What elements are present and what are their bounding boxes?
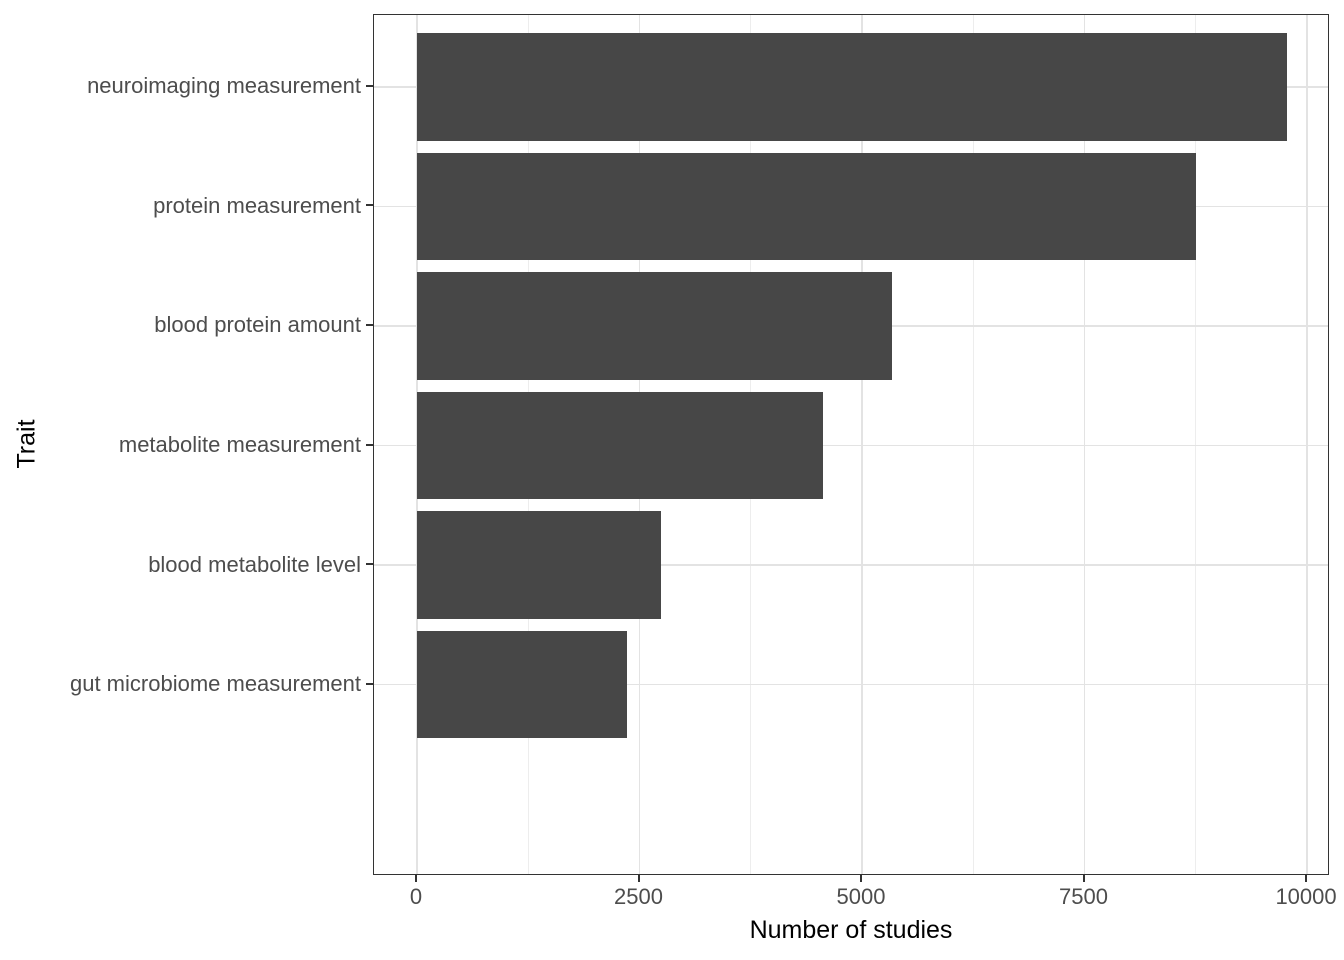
y-tick-protein-measurement	[366, 204, 373, 207]
x-tick-label-2500: 2500	[614, 884, 663, 909]
y-category-label-neuroimaging-measurement: neuroimaging measurement	[87, 73, 361, 99]
y-category-label-blood-metabolite-level: blood metabolite level	[148, 551, 361, 577]
minor-gridline-x-6250	[972, 15, 974, 874]
plot-area	[374, 15, 1328, 874]
y-tick-gut-microbiome-measurement	[366, 682, 373, 685]
x-tick-label-5000: 5000	[836, 884, 886, 909]
x-tick-7500	[1082, 875, 1085, 882]
bar-protein-measurement	[416, 152, 1196, 261]
bar-blood-protein-amount	[416, 272, 893, 380]
bar-metabolite-measurement	[416, 391, 823, 500]
y-category-label-protein-measurement: protein measurement	[153, 192, 361, 218]
x-tick-0	[414, 875, 417, 882]
y-category-label-gut-microbiome-measurement: gut microbiome measurement	[69, 671, 361, 697]
major-gridline-x-10000	[1306, 15, 1308, 874]
bar-blood-metabolite-level	[416, 511, 661, 619]
plot-panel	[373, 14, 1329, 875]
major-gridline-y-gut-microbiome-measurement	[374, 683, 1328, 686]
major-gridline-x-7500	[1083, 15, 1086, 874]
x-tick-5000	[860, 875, 862, 882]
major-gridline-y-blood-metabolite-level	[374, 564, 1328, 566]
bar-gut-microbiome-measurement	[416, 630, 628, 739]
y-tick-blood-metabolite-level	[366, 563, 373, 566]
major-gridline-y-metabolite-measurement	[374, 444, 1328, 447]
x-tick-10000	[1305, 875, 1308, 882]
y-category-label-metabolite-measurement: metabolite measurement	[118, 432, 361, 457]
x-axis-title: Number of studies	[749, 916, 953, 944]
y-tick-blood-protein-amount	[366, 323, 373, 326]
major-gridline-x-5000	[861, 15, 863, 874]
x-tick-label-7500: 7500	[1059, 884, 1108, 909]
y-axis-title: Trait	[12, 419, 41, 469]
x-tick-label-0: 0	[409, 884, 423, 909]
y-tick-metabolite-measurement	[366, 443, 373, 446]
x-tick-2500	[637, 875, 640, 882]
y-tick-neuroimaging-measurement	[366, 84, 373, 87]
y-category-label-blood-protein-amount: blood protein amount	[154, 312, 361, 338]
minor-gridline-x-8750	[1195, 15, 1197, 874]
bar-neuroimaging-measurement	[416, 32, 1287, 141]
x-tick-label-10000: 10000	[1275, 884, 1337, 909]
